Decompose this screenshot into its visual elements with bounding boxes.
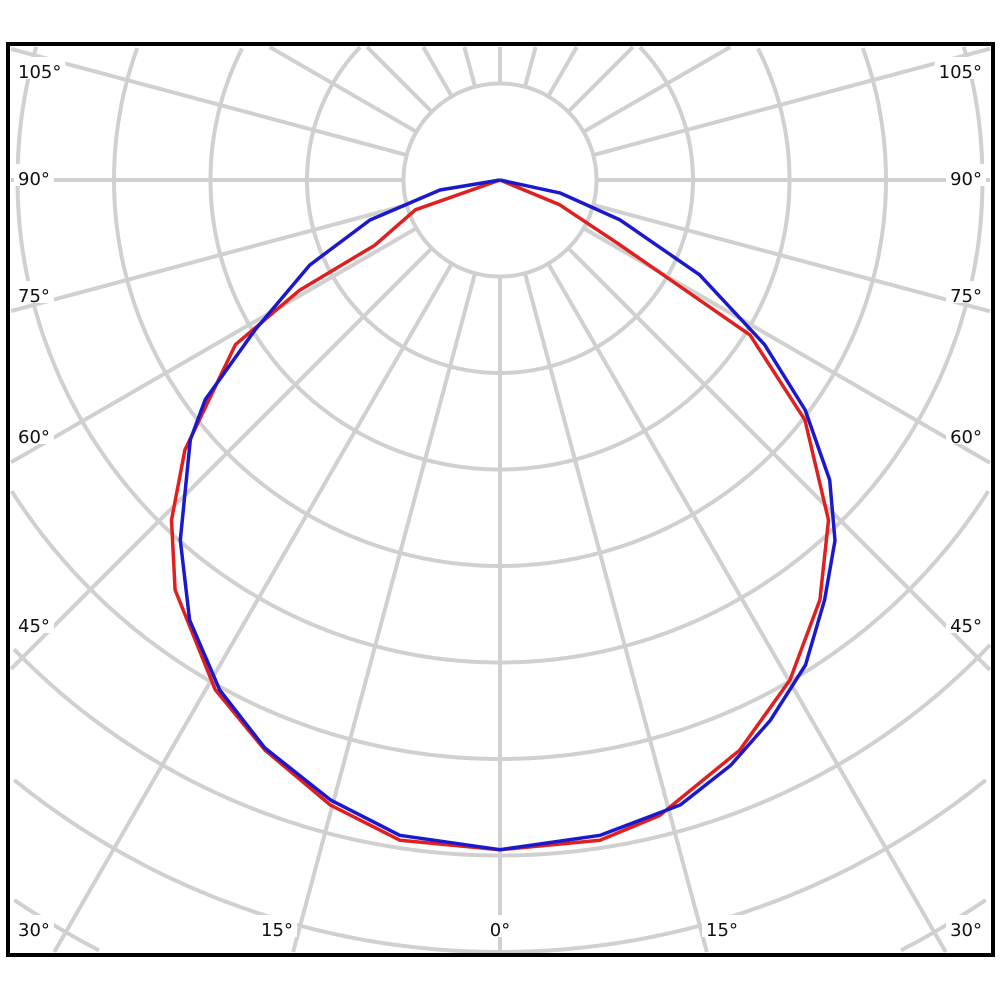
angle-tick-label: 15° xyxy=(261,920,293,941)
grid-spoke xyxy=(10,203,408,313)
grid-ring xyxy=(12,778,988,954)
angle-tick-label: 105° xyxy=(18,62,61,83)
label-background xyxy=(946,915,986,937)
label-background xyxy=(257,915,297,937)
grid-ring xyxy=(13,898,987,953)
angle-tick-label: 45° xyxy=(18,616,50,637)
label-background xyxy=(934,57,986,79)
grid-spoke xyxy=(582,45,732,134)
grid-spoke xyxy=(592,46,991,157)
grid-spoke xyxy=(268,45,418,134)
grid-spoke xyxy=(566,45,635,114)
grid-spoke xyxy=(52,262,454,953)
chart-frame xyxy=(6,42,995,957)
grid-spoke xyxy=(291,272,477,953)
intensity-curve-1 xyxy=(169,178,831,852)
grid-spoke xyxy=(592,203,991,314)
grid-ring xyxy=(12,643,992,858)
angle-tick-label: 60° xyxy=(18,427,50,448)
grid-spoke xyxy=(462,46,477,88)
grid-ring xyxy=(112,47,888,568)
grid-ring xyxy=(15,46,985,665)
angle-tick-label: 30° xyxy=(18,920,50,941)
label-background xyxy=(14,915,54,937)
angle-tick-label: 30° xyxy=(950,920,982,941)
grid-spoke xyxy=(10,47,408,157)
label-background xyxy=(702,915,742,937)
angle-tick-label: 15° xyxy=(706,920,738,941)
angle-tick-label: 75° xyxy=(18,286,50,307)
polar-grid xyxy=(9,45,992,954)
grid-spoke xyxy=(523,272,709,953)
intensity-curves xyxy=(169,178,837,852)
grid-spoke xyxy=(566,246,992,672)
angle-tick-labels: 105° 90° 75° 60° 45° 30° 105° 90° 75° 60° 45° 30° 15… xyxy=(14,57,986,941)
grid-spoke xyxy=(546,45,579,98)
label-background xyxy=(946,164,986,186)
grid-spoke xyxy=(546,262,948,954)
label-background xyxy=(946,611,986,633)
intensity-curve-2 xyxy=(178,178,837,852)
label-background xyxy=(946,281,986,303)
label-background xyxy=(14,611,54,633)
label-background xyxy=(14,164,54,186)
angle-tick-label: 60° xyxy=(950,427,982,448)
angle-tick-label: 75° xyxy=(950,286,982,307)
angle-tick-label: 90° xyxy=(950,169,982,190)
angle-tick-label: 90° xyxy=(18,169,50,190)
grid-spoke xyxy=(10,226,418,465)
label-background xyxy=(14,281,54,303)
angle-tick-label: 105° xyxy=(939,62,982,83)
label-background xyxy=(14,57,66,79)
grid-ring xyxy=(10,490,990,761)
label-background xyxy=(485,915,515,937)
angle-tick-label: 0° xyxy=(490,920,510,941)
angle-tick-label: 45° xyxy=(950,616,982,637)
label-background xyxy=(946,422,986,444)
grid-spoke xyxy=(365,45,434,114)
grid-spoke xyxy=(421,45,454,98)
grid-spoke xyxy=(9,246,434,671)
label-background xyxy=(14,422,54,444)
grid-spoke xyxy=(523,46,538,88)
